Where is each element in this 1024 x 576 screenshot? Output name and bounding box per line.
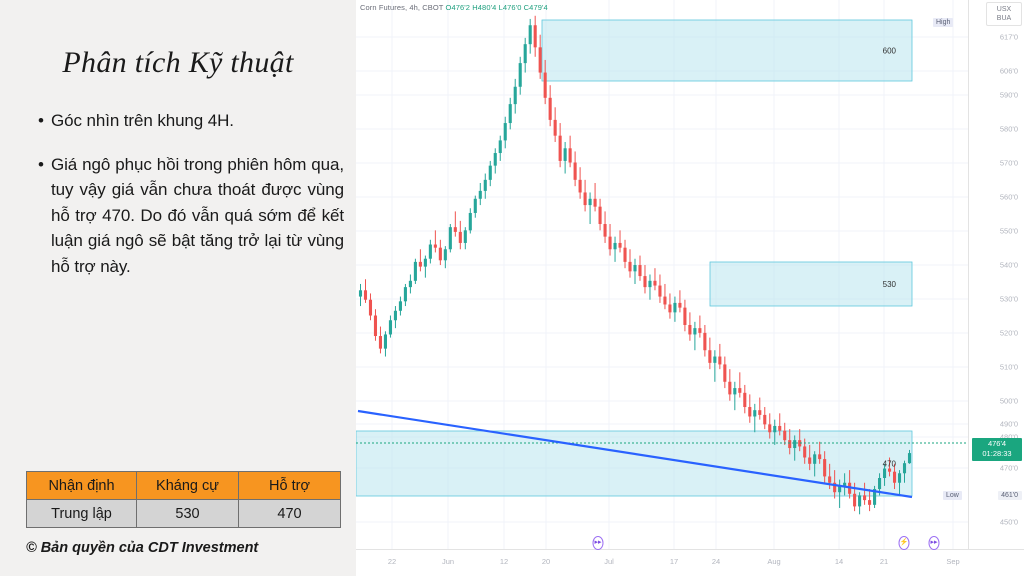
- time-tick-label: 12: [499, 557, 509, 566]
- price-tick-label: 617'0: [999, 32, 1018, 42]
- high-marker: High: [933, 18, 954, 27]
- time-tick-label: Aug: [767, 557, 781, 566]
- price-tick-label: 480'0: [999, 432, 1018, 442]
- copyright-notice: © Bản quyền của CDT Investment: [26, 540, 259, 556]
- left-content-panel: Phân tích Kỹ thuật • Góc nhìn trên khung…: [0, 0, 356, 576]
- time-tick-label: 24: [711, 557, 721, 566]
- event-marker-icon[interactable]: ⚡: [898, 536, 910, 550]
- zone-label: 530: [883, 280, 897, 289]
- symbol-label: Corn Futures, 4h, CBOT: [360, 3, 444, 12]
- list-item: • Giá ngô phục hồi trong phiên hôm qua, …: [38, 152, 344, 280]
- low-marker: Low: [943, 491, 962, 500]
- time-tick-label: 14: [834, 557, 844, 566]
- ohlc-values: O476'2 H480'4 L476'0 C479'4: [445, 3, 548, 12]
- price-tick-label: 560'0: [999, 192, 1018, 202]
- time-tick-label: 22: [387, 557, 397, 566]
- zone-label: 470: [883, 460, 897, 469]
- price-tick-label: 570'0: [999, 158, 1018, 168]
- table-row: Trung lập 530 470: [26, 499, 341, 528]
- table-header-row: Nhận định Kháng cự Hỗ trợ: [26, 471, 341, 500]
- tradingview-chart-panel[interactable]: 600 530 470 Corn Futures, 4h, CBOT O476'2 …: [356, 0, 1024, 576]
- summary-table: Nhận định Kháng cự Hỗ trợ Trung lập 530 …: [26, 471, 341, 528]
- low-price-badge: 461'0: [998, 491, 1022, 500]
- candlestick-chart-svg: 600 530 470: [356, 0, 968, 549]
- table-header-cell: Nhận định: [26, 471, 137, 500]
- price-tick-label: 530'0: [999, 294, 1018, 304]
- time-tick-label: Jun: [441, 557, 455, 566]
- chart-symbol-header: Corn Futures, 4h, CBOT O476'2 H480'4 L47…: [360, 3, 548, 12]
- bullet-text: Giá ngô phục hồi trong phiên hôm qua, tu…: [51, 154, 344, 276]
- time-tick-label: Jul: [604, 557, 614, 566]
- time-tick-label: Sep: [946, 557, 960, 566]
- price-unit-badge: USX BUA: [986, 2, 1022, 26]
- list-item: • Góc nhìn trên khung 4H.: [38, 108, 344, 134]
- time-tick-label: 17: [669, 557, 679, 566]
- price-tick-label: 550'0: [999, 226, 1018, 236]
- price-tick-label: 590'0: [999, 90, 1018, 100]
- price-tick-label: 520'0: [999, 328, 1018, 338]
- bullet-dot-icon: •: [38, 154, 44, 174]
- zone-label: 600: [883, 47, 897, 56]
- event-marker-icon[interactable]: ▸▸: [928, 536, 940, 550]
- last-price-value: 476'4: [987, 439, 1007, 448]
- price-tick-label: 606'0: [999, 66, 1018, 76]
- event-marker-icon[interactable]: ▸▸: [592, 536, 604, 550]
- price-tick-label: 510'0: [999, 362, 1018, 372]
- price-tick-label: 540'0: [999, 260, 1018, 270]
- bullet-list: • Góc nhìn trên khung 4H. • Giá ngô phục…: [38, 108, 344, 297]
- table-header-cell: Kháng cự: [136, 471, 239, 500]
- price-tick-label: 500'0: [999, 396, 1018, 406]
- time-tick-label: 21: [879, 557, 889, 566]
- table-header-cell: Hỗ trợ: [238, 471, 341, 500]
- bullet-dot-icon: •: [38, 111, 44, 130]
- bullet-text: Góc nhìn trên khung 4H.: [51, 111, 234, 130]
- time-axis[interactable]: 22 Jun 12 20 Jul 17 24 Aug 14 21 Sep ▸▸ ⚡ ▸▸: [356, 536, 1024, 576]
- table-cell-resistance: 530: [136, 499, 239, 528]
- price-axis[interactable]: 617'0 606'0 590'0 580'0 570'0 560'0 550'0 540'0…: [933, 0, 1024, 549]
- chart-plot-area[interactable]: 600 530 470: [356, 0, 968, 549]
- price-tick-label: 580'0: [999, 124, 1018, 134]
- bar-countdown: 01:28:33: [982, 449, 1012, 458]
- table-cell-support: 470: [238, 499, 341, 528]
- price-tick-label: 470'0: [999, 463, 1018, 473]
- unit-line-1: USX: [996, 6, 1012, 13]
- price-tick-label: 490'0: [999, 419, 1018, 429]
- time-tick-label: 20: [541, 557, 551, 566]
- unit-line-2: BUA: [996, 15, 1012, 22]
- page-title: Phân tích Kỹ thuật: [62, 46, 294, 79]
- last-price-badge[interactable]: 476'4 01:28:33: [972, 438, 1022, 461]
- price-tick-label: 450'0: [999, 517, 1018, 527]
- table-cell-assessment: Trung lập: [26, 499, 137, 528]
